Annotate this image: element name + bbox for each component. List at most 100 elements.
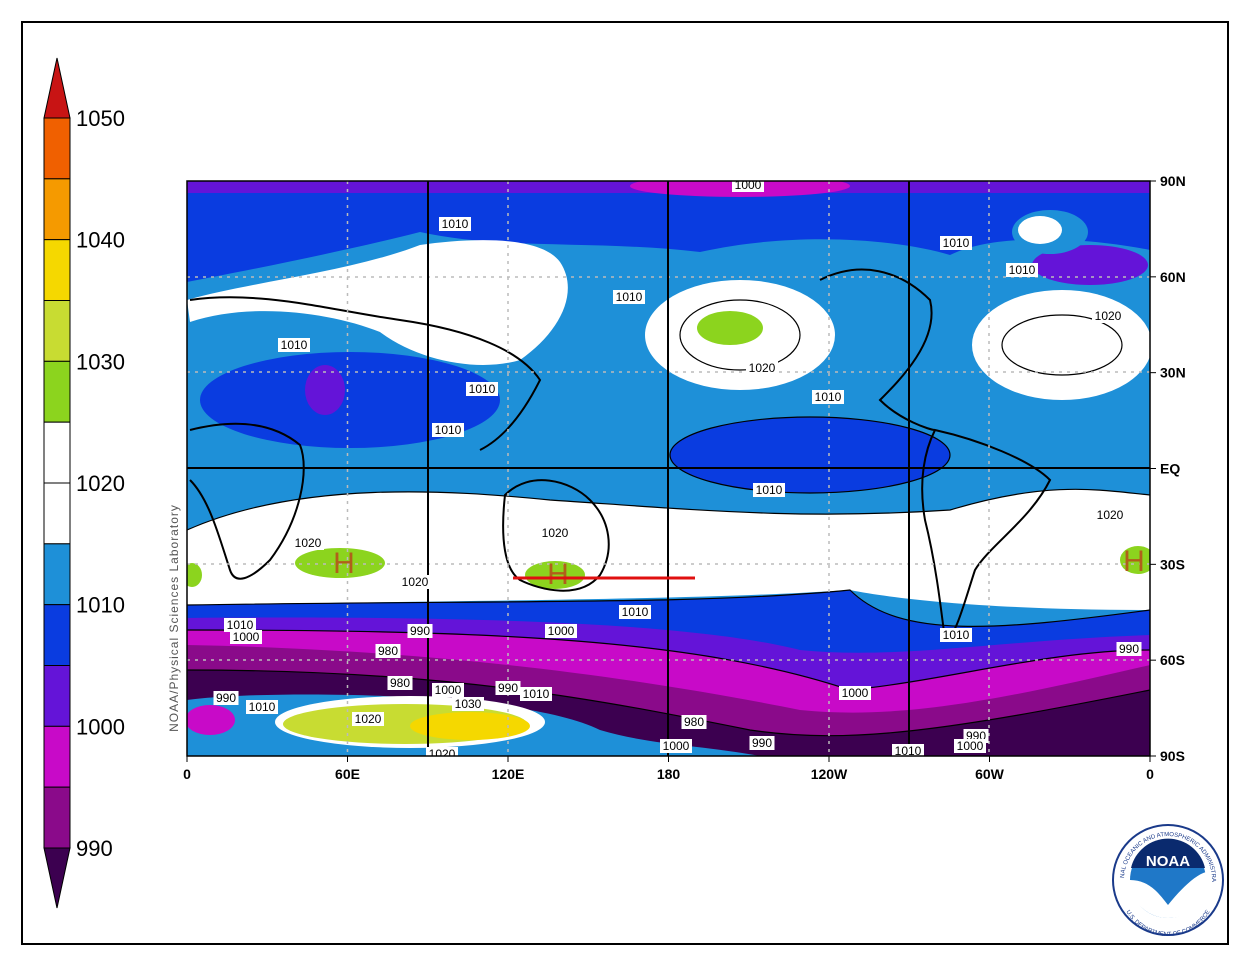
contour-label: 1020 <box>1095 309 1122 323</box>
contour-label: 1000 <box>842 686 869 700</box>
contour-label-box <box>1116 642 1142 656</box>
contour-label: 1010 <box>815 390 842 404</box>
contour-label-box <box>452 697 484 711</box>
contour-label-box <box>749 736 775 750</box>
contour-label: 990 <box>498 681 518 695</box>
x-tick-label: 0 <box>183 766 191 782</box>
contour-label: 1010 <box>469 382 496 396</box>
axes: 0 60E 120E 180 120W 60W 0 90N 60N 30N EQ 30S 60S 90S <box>183 173 1186 782</box>
pressure-field <box>1018 216 1062 244</box>
x-tick-label: 60W <box>975 766 1005 782</box>
colorbar-segment <box>43 421 71 484</box>
contour-label: 990 <box>410 624 430 638</box>
contour-label: 1010 <box>249 700 276 714</box>
x-tick-label: 120W <box>811 766 848 782</box>
contour-label: 1010 <box>435 423 462 437</box>
contour-label-box <box>892 744 924 756</box>
contour-label: 1000 <box>663 739 690 753</box>
y-tick-label: 30S <box>1160 556 1185 572</box>
coastline <box>189 296 542 451</box>
pressure-field <box>670 417 950 493</box>
colorbar-segment <box>43 725 71 788</box>
colorbar-label: 1010 <box>76 593 125 618</box>
contour-label-box <box>753 483 785 497</box>
contour-label-box <box>387 676 413 690</box>
map: 1000101010101010101010101020102010101010… <box>187 178 1150 761</box>
contour-label: 1020 <box>295 536 322 550</box>
coastline <box>189 422 305 580</box>
contour-label: 1010 <box>442 217 469 231</box>
colorbar-segment <box>43 665 71 727</box>
y-tick-label: 90N <box>1160 173 1186 189</box>
contour-label: 990 <box>1119 642 1139 656</box>
pressure-field <box>525 561 585 589</box>
contour-label: 1000 <box>735 178 762 192</box>
contour-label: 1020 <box>749 361 776 375</box>
contour-label: 1010 <box>227 618 254 632</box>
colorbar-segment <box>43 117 71 180</box>
contour-label: 1000 <box>957 739 984 753</box>
pressure-field <box>295 548 385 578</box>
x-tick-label: 180 <box>657 766 681 782</box>
contour-label: 1010 <box>1009 263 1036 277</box>
colorbar-segment <box>43 482 71 545</box>
contour-label-box <box>940 628 972 642</box>
high-marker: H <box>333 547 355 580</box>
colorbar-label: 1000 <box>76 714 125 739</box>
pressure-field <box>697 311 763 345</box>
high-marker: H <box>1123 545 1145 578</box>
colorbar-segment <box>43 786 71 849</box>
contour-label-box <box>613 290 645 304</box>
contour-label-box <box>954 739 986 753</box>
coastline <box>921 428 1052 642</box>
colorbar: 1050 1040 1030 1020 1010 1000 990 <box>43 57 125 909</box>
pressure-field <box>1120 546 1150 574</box>
y-tick-label: 60S <box>1160 652 1185 668</box>
pressure-field <box>410 712 530 740</box>
contour-label-box <box>466 382 498 396</box>
contour-label-box <box>746 361 778 375</box>
colorbar-segment <box>43 604 71 667</box>
contour-label-box <box>732 181 764 192</box>
contour-label-box <box>940 236 972 250</box>
contour-label: 1010 <box>523 687 550 701</box>
colorbar-segment <box>43 543 71 606</box>
colorbar-label: 1050 <box>76 106 125 131</box>
colorbar-segment <box>43 239 71 302</box>
x-tick-label: 60E <box>335 766 360 782</box>
contour-label-box <box>812 390 844 404</box>
contour-label-box <box>619 605 651 619</box>
contour-label-box <box>432 423 464 437</box>
contour-label-box <box>545 624 577 638</box>
contour-label-box <box>224 618 256 632</box>
contour-label: 1020 <box>1097 508 1124 522</box>
contour-label: 980 <box>684 715 704 729</box>
contour-labels: 1000101010101010101010101020102010101010… <box>213 178 1145 761</box>
contour-label-box <box>292 536 324 550</box>
pressure-field <box>972 290 1150 400</box>
logo-sky <box>1131 838 1205 868</box>
coastline <box>502 479 610 592</box>
contour-label: 1000 <box>435 683 462 697</box>
pressure-field <box>1032 245 1148 285</box>
pressure-field <box>187 563 202 587</box>
contour-label-box <box>352 712 384 726</box>
contour-label-box <box>1092 309 1124 323</box>
contour-label: 1000 <box>233 630 260 644</box>
colorbar-label: 1020 <box>76 471 125 496</box>
y-tick-label: 90S <box>1160 748 1185 764</box>
x-tick-label: 0 <box>1146 766 1154 782</box>
contour-label-box <box>399 575 431 589</box>
logo-bird <box>1130 872 1206 918</box>
contour-label: 1010 <box>756 483 783 497</box>
colorbar-label: 1040 <box>76 228 125 253</box>
contour-label: 980 <box>378 644 398 658</box>
colorbar-label: 1030 <box>76 349 125 374</box>
colorbar-segment <box>43 300 71 362</box>
contour-label: 1020 <box>429 747 456 761</box>
contour-label-box <box>426 747 458 756</box>
contour-label-box <box>375 644 401 658</box>
coastline <box>819 268 936 431</box>
contour-label-box <box>246 700 278 714</box>
contour-label: 1020 <box>355 712 382 726</box>
